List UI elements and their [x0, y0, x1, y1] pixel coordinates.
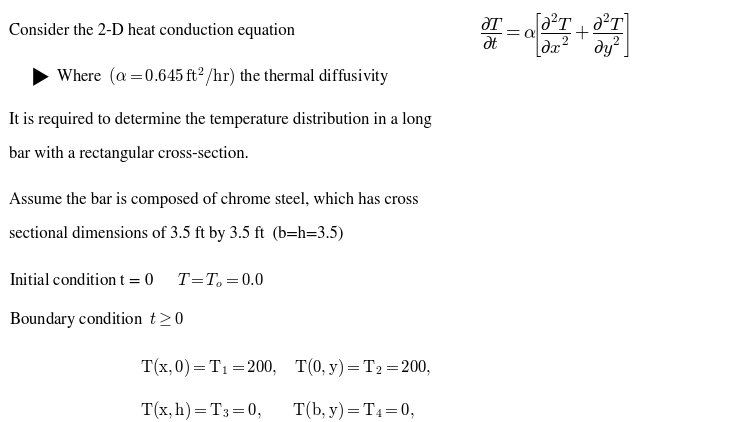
Text: $\blacktriangleright$ Where  $(\alpha = 0.645\,\mathrm{ft}^{2}/\mathrm{hr})$ the: $\blacktriangleright$ Where $(\alpha = 0…: [29, 65, 390, 89]
Text: $\mathrm{T}(\mathrm{x},\mathrm{h}) = \mathrm{T}_3 = 0, \qquad \mathrm{T}(\mathrm: $\mathrm{T}(\mathrm{x},\mathrm{h}) = \ma…: [140, 399, 414, 422]
Text: Boundary condition  $t \geq 0$: Boundary condition $t \geq 0$: [9, 309, 184, 330]
Text: $\mathrm{T}(\mathrm{x},0) = \mathrm{T}_1 = 200, \quad \mathrm{T}(0,\mathrm{y}) =: $\mathrm{T}(\mathrm{x},0) = \mathrm{T}_1…: [140, 357, 431, 379]
Text: sectional dimensions of 3.5 ft by 3.5 ft  (b=h=3.5): sectional dimensions of 3.5 ft by 3.5 ft…: [9, 226, 343, 242]
Text: Initial condition t = 0      $T = T_o = 0.0$: Initial condition t = 0 $T = T_o = 0.0$: [9, 270, 263, 290]
Text: $\dfrac{\partial T}{\partial t} = \alpha\!\left[\dfrac{\partial^2 T}{\partial x^: $\dfrac{\partial T}{\partial t} = \alpha…: [480, 11, 629, 59]
Text: bar with a rectangular cross-section.: bar with a rectangular cross-section.: [9, 146, 249, 162]
Text: It is required to determine the temperature distribution in a long: It is required to determine the temperat…: [9, 112, 432, 128]
Text: Consider the 2-D heat conduction equation: Consider the 2-D heat conduction equatio…: [9, 23, 295, 39]
Text: Assume the bar is composed of chrome steel, which has cross: Assume the bar is composed of chrome ste…: [9, 192, 418, 208]
